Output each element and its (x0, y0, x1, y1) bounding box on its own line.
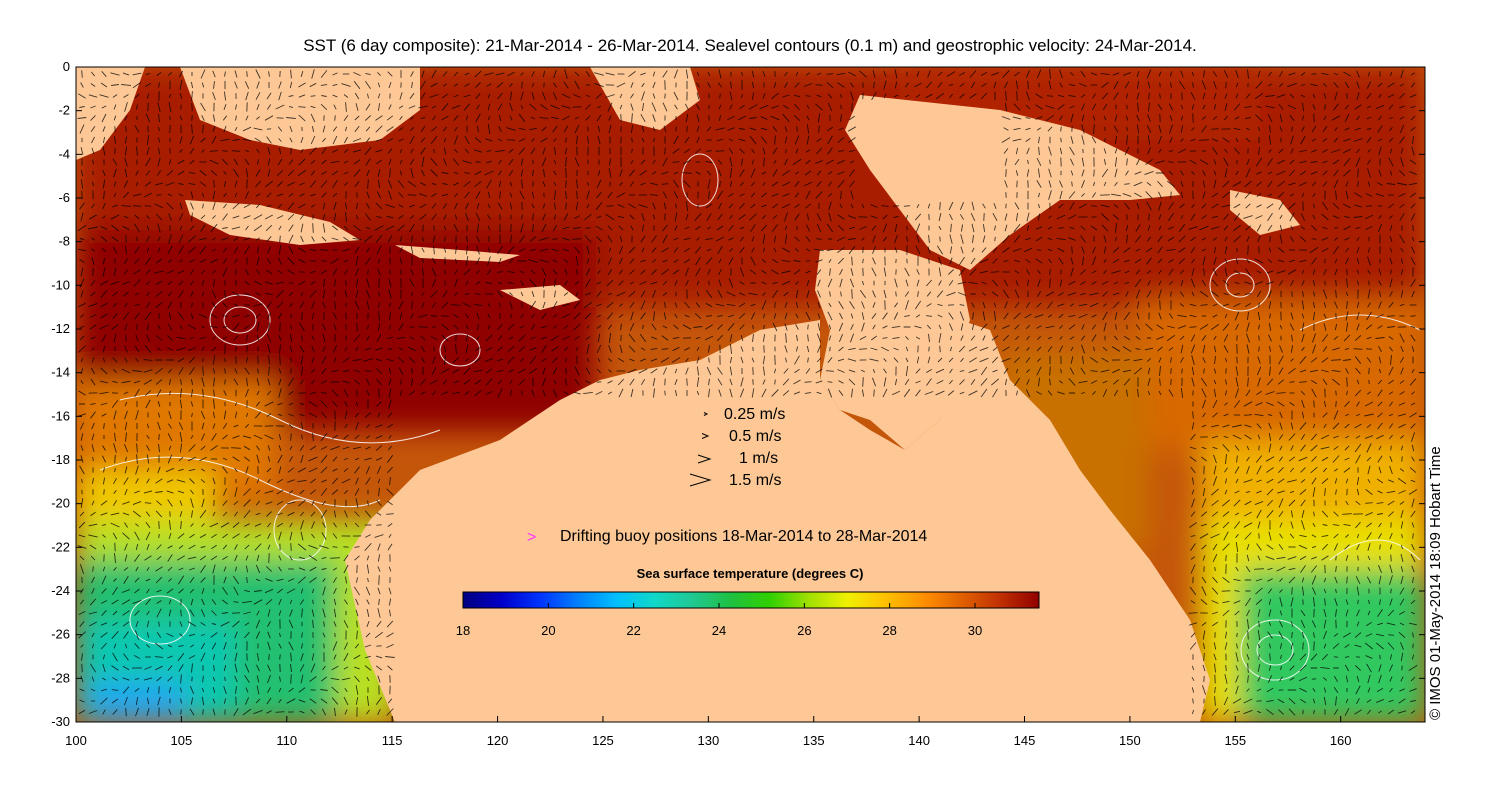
colorbar: Sea surface temperature (degrees C) 18 20… (456, 566, 1040, 638)
y-tick-label: -6 (58, 190, 70, 205)
x-tick-label: 150 (1119, 733, 1141, 748)
map-plot-area (76, 67, 1425, 722)
velocity-legend-label-15: 1.5 m/s (729, 472, 781, 489)
y-tick-label: -16 (51, 408, 70, 423)
colorbar-tick-label: 26 (797, 623, 811, 638)
y-tick-label: -18 (51, 452, 70, 467)
land-australia (345, 320, 1210, 722)
x-tick-label: 155 (1224, 733, 1246, 748)
y-tick-label: -30 (51, 714, 70, 729)
velocity-legend-label-05: 0.5 m/s (729, 428, 781, 445)
x-tick-label: 100 (65, 733, 87, 748)
x-tick-label: 135 (803, 733, 825, 748)
land-sumatra (76, 67, 145, 160)
land-masses (76, 67, 1300, 722)
y-tick-label: -24 (51, 583, 70, 598)
x-tick-label: 105 (171, 733, 193, 748)
imos-credit: © IMOS 01-May-2014 18:09 Hobart Time (1427, 446, 1444, 720)
buoy-legend-label: Drifting buoy positions 18-Mar-2014 to 2… (560, 528, 927, 545)
colorbar-ticks: 18 20 22 24 26 28 30 (456, 603, 982, 638)
y-tick-label: 0 (63, 59, 70, 74)
x-tick-label: 115 (382, 733, 403, 748)
colorbar-tick-label: 24 (712, 623, 726, 638)
velocity-legend-arrow-025 (703, 412, 709, 416)
y-axis-latitude: 0 -2 -4 -6 -8 -10 -12 -14 -16 -18 -20 -22 -24 -26 -28 -… (51, 59, 1425, 729)
x-tick-label: 140 (908, 733, 930, 748)
colorbar-tick-label: 20 (541, 623, 555, 638)
land-java (185, 200, 360, 245)
buoy-legend-marker: > (527, 529, 536, 546)
x-tick-label: 145 (1014, 733, 1036, 748)
map-title: SST (6 day composite): 21-Mar-2014 - 26-… (303, 36, 1197, 55)
colorbar-tick-label: 22 (626, 623, 640, 638)
x-tick-label: 120 (487, 733, 509, 748)
colorbar-tick-label: 30 (968, 623, 982, 638)
y-tick-label: -22 (51, 539, 70, 554)
land-cape-york-gulf (815, 250, 970, 450)
x-tick-label: 130 (697, 733, 719, 748)
y-tick-label: -14 (51, 365, 70, 380)
sst-field (76, 67, 1425, 722)
y-tick-label: -28 (51, 670, 70, 685)
colorbar-bar (462, 591, 1040, 609)
sealevel-contours (99, 153, 1421, 681)
land-new-britain (1230, 190, 1300, 235)
y-tick-label: -2 (58, 103, 70, 118)
velocity-legend: 0.25 m/s 0.5 m/s 1 m/s 1.5 m/s (689, 406, 785, 489)
y-tick-label: -8 (58, 234, 70, 249)
velocity-legend-arrow-05 (701, 433, 710, 439)
velocity-legend-label-025: 0.25 m/s (724, 406, 785, 423)
colorbar-tick-label: 28 (882, 623, 896, 638)
vector-arrows (77, 68, 1418, 717)
geostrophic-velocity-vectors (77, 68, 1418, 717)
y-tick-label: -26 (51, 627, 70, 642)
y-tick-label: -4 (58, 146, 70, 161)
buoy-legend: > Drifting buoy positions 18-Mar-2014 to… (527, 528, 927, 546)
y-tick-label: -10 (51, 277, 70, 292)
land-borneo (180, 67, 420, 150)
land-timor (500, 285, 580, 310)
land-sulawesi (590, 67, 700, 130)
y-tick-label: -12 (51, 321, 70, 336)
x-tick-label: 160 (1330, 733, 1352, 748)
plot-frame (75, 66, 1426, 723)
velocity-legend-arrow-1 (697, 454, 712, 464)
x-axis-longitude: 100 105 110 115 120 125 130 135 140 145 150 155 160 (65, 716, 1352, 748)
colorbar-title: Sea surface temperature (degrees C) (637, 566, 864, 581)
colorbar-tick-label: 18 (456, 623, 470, 638)
velocity-legend-arrow-15 (689, 473, 712, 487)
x-tick-label: 125 (592, 733, 614, 748)
y-tick-label: -20 (51, 496, 70, 511)
velocity-legend-label-1: 1 m/s (739, 450, 778, 467)
x-tick-label: 110 (276, 733, 297, 748)
land-lesser-sunda (395, 245, 520, 262)
